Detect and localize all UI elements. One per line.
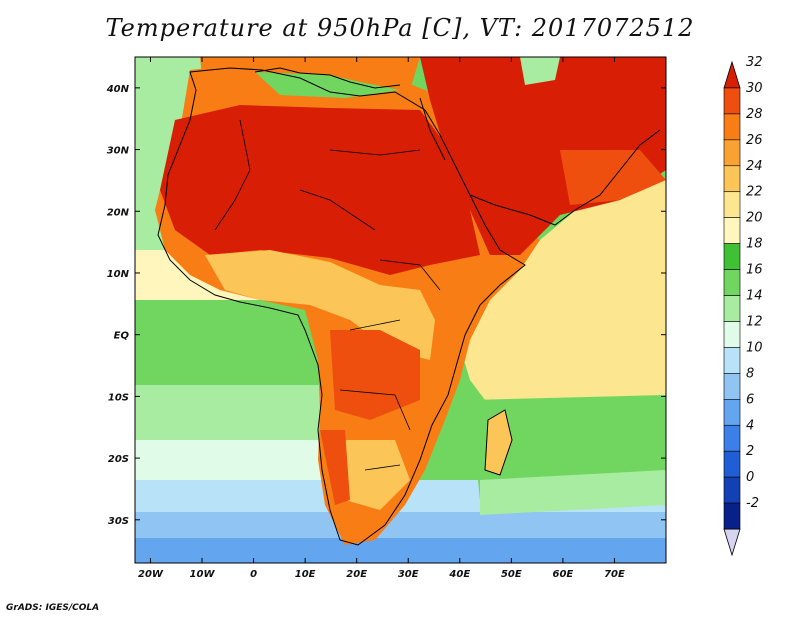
colorbar-swatch: [723, 243, 741, 270]
colorbar-label: 4: [746, 418, 754, 433]
india-warm: [560, 150, 666, 205]
colorbar-swatch: [723, 321, 741, 348]
colorbar-label: 12: [746, 314, 763, 329]
colorbar-swatch: [723, 373, 741, 400]
colorbar-label: 0: [746, 470, 754, 485]
indian-ocean-cool: [480, 470, 666, 515]
plot-frame: [134, 56, 667, 564]
colorbar-swatch: [723, 191, 741, 218]
colorbar-swatch: [723, 87, 741, 115]
y-tick-label: 20N: [107, 207, 130, 218]
colorbar-bottom-arrow: [723, 528, 741, 557]
country-borders: [214, 119, 441, 471]
colorbar-label: 20: [746, 211, 763, 226]
sahara-hot-core: [160, 105, 480, 275]
colorbar-label: 8: [746, 366, 754, 381]
colorbar-swatch: [723, 450, 741, 478]
colorbar-label: 22: [746, 185, 763, 200]
y-tick-label: EQ: [114, 331, 130, 342]
x-tick-label: 10W: [190, 569, 216, 580]
madagascar-coastline: [484, 409, 513, 476]
chart-title: Temperature at 950hPa [C], VT: 201707251…: [105, 14, 695, 42]
y-tick-label: 30S: [108, 516, 129, 527]
arabia-coastline: [469, 129, 661, 226]
arabia-hot: [420, 57, 666, 255]
colorbar-swatch: [723, 502, 741, 530]
colorbar-label: 24: [746, 159, 763, 174]
x-tick-label: 40E: [448, 569, 470, 580]
x-tick-label: 30E: [398, 569, 419, 580]
caspian-sea: [520, 57, 560, 85]
colorbar-swatch: [723, 424, 741, 452]
atlantic-equatorial-band: [135, 300, 325, 390]
colorbar-label: 26: [746, 133, 763, 148]
atlantic-south-band-1: [135, 385, 345, 445]
africa-coastline: [157, 67, 526, 546]
colorbar-label: 28: [746, 107, 763, 122]
y-axis-ticks: 40N 30N 20N 10N EQ 10S 20S 30S: [106, 84, 666, 527]
colorbar-label: 14: [746, 289, 763, 304]
colorbar-swatch: [723, 217, 741, 244]
colorbar-swatch: [723, 139, 741, 167]
coastlines: [157, 67, 661, 546]
colorbar-swatch: [723, 399, 741, 426]
y-tick-label: 30N: [107, 146, 130, 157]
red-sea-coastline: [419, 97, 446, 161]
atlantic-south-band-2: [135, 440, 355, 485]
x-axis-ticks: 20W 10W 0 10E 20E 30E 40E 50E 60E 70E: [138, 57, 625, 580]
x-tick-label: 20E: [346, 569, 367, 580]
colorbar-label: 32: [746, 55, 763, 70]
colorbar-swatch: [723, 295, 741, 322]
mediterranean-coastline: [254, 67, 401, 89]
colorbar-swatch: [723, 165, 741, 193]
grads-credit: GrADS: IGES/COLA: [6, 603, 100, 613]
colorbar-label: 18: [746, 237, 763, 252]
namibia-warm: [320, 430, 350, 505]
south-africa-mild: [335, 440, 410, 510]
colorbar-label: 6: [746, 392, 754, 407]
southern-band-2: [135, 512, 666, 542]
y-tick-label: 10N: [107, 269, 130, 280]
x-tick-label: 50E: [501, 569, 522, 580]
x-tick-label: 60E: [553, 569, 574, 580]
y-tick-label: 40N: [106, 84, 130, 95]
indian-ocean-warm: [455, 180, 666, 420]
colorbar-label: 10: [746, 340, 763, 355]
x-tick-label: 70E: [604, 569, 625, 580]
x-tick-label: 0: [250, 569, 257, 580]
colorbar-swatch: [723, 476, 741, 504]
colorbar-label: 16: [746, 263, 763, 278]
colorbar-top-arrow: [723, 60, 741, 89]
colorbar-swatch: [723, 113, 741, 141]
x-tick-label: 10E: [295, 569, 316, 580]
y-tick-label: 20S: [108, 454, 129, 465]
colorbar-swatch: [723, 269, 741, 296]
colorbar-label: -2: [746, 496, 759, 511]
congo-warm: [330, 330, 420, 420]
y-tick-label: 10S: [108, 392, 129, 403]
x-tick-label: 20W: [138, 569, 164, 580]
colorbar-label: 2: [746, 444, 754, 459]
colorbar-swatch: [723, 347, 741, 374]
map-field: [135, 57, 666, 563]
colorbar-label: 30: [746, 81, 763, 96]
mediterranean-sea: [255, 72, 400, 98]
southern-band-3: [135, 538, 666, 563]
